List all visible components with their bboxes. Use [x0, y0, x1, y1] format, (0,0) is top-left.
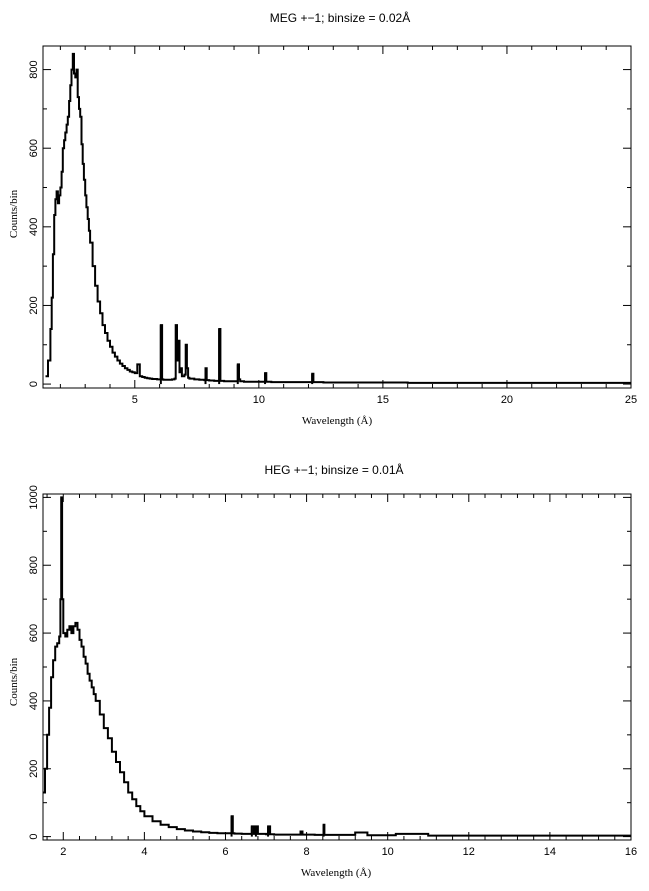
heg-x-tick-label: 14 — [544, 846, 556, 858]
meg-plot-frame — [42, 45, 632, 389]
meg-y-tick-label: 600 — [28, 139, 40, 157]
meg-spectrum-panel: MEG +−1; binsize = 0.02Å Counts/bin Wave… — [8, 10, 637, 427]
meg-y-tick-label: 800 — [28, 60, 40, 78]
heg-y-tick-label: 600 — [28, 624, 40, 642]
heg-y-tick-label: 1000 — [28, 485, 40, 509]
meg-axis-ticks: 5 10 15 20 25 0 200 400 600 800 — [28, 46, 637, 406]
heg-y-tick-label: 400 — [28, 692, 40, 710]
heg-plot-frame — [42, 493, 632, 841]
meg-x-tick-label: 5 — [132, 394, 138, 406]
heg-x-tick-label: 4 — [141, 846, 147, 858]
heg-spectrum-marks — [43, 496, 631, 837]
meg-x-axis-label: Wavelength (Å) — [302, 415, 373, 427]
meg-x-tick-label: 10 — [253, 394, 265, 406]
meg-x-tick-label: 15 — [377, 394, 389, 406]
heg-x-axis-label: Wavelength (Å) — [301, 867, 372, 879]
heg-x-tick-label: 16 — [625, 846, 637, 858]
heg-y-axis-label: Counts/bin — [8, 657, 20, 706]
meg-y-tick-label: 200 — [28, 296, 40, 314]
heg-axis-ticks: 2 4 6 8 10 12 14 16 0 200 400 600 800 1000 — [28, 485, 637, 858]
heg-x-tick-label: 6 — [222, 846, 228, 858]
meg-chart-title: MEG +−1; binsize = 0.02Å — [270, 10, 410, 25]
meg-y-tick-label: 0 — [28, 381, 40, 387]
heg-y-tick-label: 200 — [28, 760, 40, 778]
meg-spectrum-marks — [45, 52, 631, 385]
heg-x-tick-label: 10 — [382, 846, 394, 858]
heg-x-tick-label: 8 — [304, 846, 310, 858]
heg-spectrum-line — [43, 496, 631, 837]
meg-y-axis-label: Counts/bin — [8, 189, 20, 238]
heg-chart-title: HEG +−1; binsize = 0.01Å — [264, 462, 403, 477]
meg-spectrum-line — [45, 52, 631, 384]
heg-x-tick-label: 2 — [60, 846, 66, 858]
meg-y-tick-label: 400 — [28, 218, 40, 236]
heg-x-tick-label: 12 — [463, 846, 475, 858]
meg-x-tick-label: 25 — [625, 394, 637, 406]
heg-y-tick-label: 800 — [28, 556, 40, 574]
heg-y-tick-label: 0 — [28, 834, 40, 840]
meg-x-tick-label: 20 — [501, 394, 513, 406]
heg-spectrum-panel: HEG +−1; binsize = 0.01Å Counts/bin Wave… — [8, 462, 637, 879]
